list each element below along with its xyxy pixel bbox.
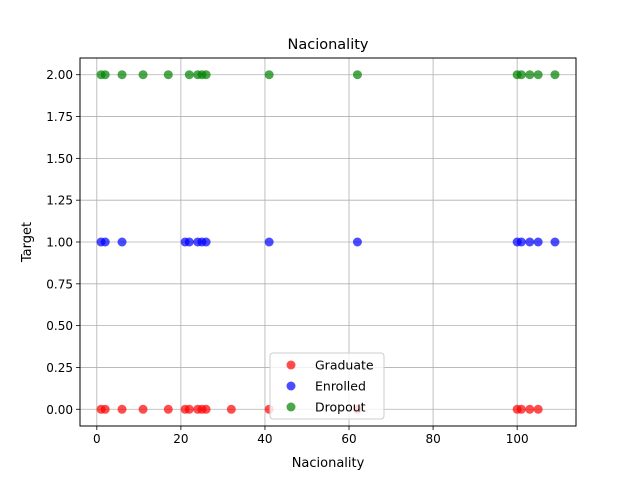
legend-box bbox=[269, 352, 385, 420]
x-tick-label: 80 bbox=[425, 432, 440, 446]
x-tick-label: 0 bbox=[93, 432, 101, 446]
data-point bbox=[264, 237, 274, 247]
chart-title: Nacionality bbox=[287, 37, 368, 53]
data-point bbox=[550, 237, 560, 247]
grid bbox=[80, 58, 576, 426]
data-point bbox=[550, 70, 560, 80]
y-tick-label: 0.75 bbox=[46, 277, 73, 291]
y-tick-label: 1.75 bbox=[46, 110, 73, 124]
y-axis-ticks: 0.00 0.25 0.50 0.75 1.00 1.25 1.50 1.75 2.00 bbox=[46, 68, 80, 417]
data-point bbox=[533, 70, 543, 80]
y-tick-label: 2.00 bbox=[46, 68, 73, 82]
data-point bbox=[184, 237, 194, 247]
data-point bbox=[525, 237, 535, 247]
data-point bbox=[201, 237, 211, 247]
series-enrolled bbox=[96, 237, 560, 247]
y-tick-label: 1.00 bbox=[46, 236, 73, 250]
y-tick-label: 0.00 bbox=[46, 403, 73, 417]
legend-label: Dropout bbox=[315, 400, 366, 415]
x-axis-ticks: 0 20 40 60 80 100 bbox=[93, 426, 529, 446]
data-point bbox=[533, 404, 543, 414]
data-point bbox=[117, 70, 127, 80]
data-point bbox=[117, 237, 127, 247]
legend-label: Graduate bbox=[315, 358, 374, 373]
legend-marker bbox=[286, 402, 296, 412]
data-point bbox=[516, 70, 526, 80]
data-point bbox=[264, 70, 274, 80]
data-point bbox=[352, 70, 362, 80]
legend: Graduate Enrolled Dropout bbox=[269, 352, 385, 420]
data-point bbox=[201, 70, 211, 80]
legend-marker bbox=[286, 360, 296, 370]
data-point bbox=[516, 404, 526, 414]
data-point bbox=[226, 404, 236, 414]
data-point bbox=[184, 404, 194, 414]
legend-label: Enrolled bbox=[315, 379, 366, 394]
y-tick-label: 0.50 bbox=[46, 319, 73, 333]
data-point bbox=[138, 70, 148, 80]
y-tick-label: 1.50 bbox=[46, 152, 73, 166]
data-point bbox=[201, 404, 211, 414]
y-tick-label: 1.25 bbox=[46, 194, 73, 208]
data-point bbox=[525, 70, 535, 80]
data-point bbox=[533, 237, 543, 247]
data-point bbox=[163, 70, 173, 80]
series-dropout bbox=[96, 70, 560, 80]
data-point bbox=[138, 404, 148, 414]
legend-marker bbox=[286, 381, 296, 391]
data-point bbox=[516, 237, 526, 247]
x-tick-label: 20 bbox=[173, 432, 188, 446]
y-axis-label: Target bbox=[20, 222, 35, 263]
data-point bbox=[352, 237, 362, 247]
y-tick-label: 0.25 bbox=[46, 361, 73, 375]
data-point bbox=[117, 404, 127, 414]
x-axis-label: Nacionality bbox=[292, 456, 365, 471]
x-tick-label: 60 bbox=[341, 432, 356, 446]
data-point bbox=[100, 237, 110, 247]
x-tick-label: 40 bbox=[257, 432, 272, 446]
data-point bbox=[100, 404, 110, 414]
data-point bbox=[100, 70, 110, 80]
data-point bbox=[163, 404, 173, 414]
data-point bbox=[525, 404, 535, 414]
data-point bbox=[184, 70, 194, 80]
x-tick-label: 100 bbox=[506, 432, 529, 446]
